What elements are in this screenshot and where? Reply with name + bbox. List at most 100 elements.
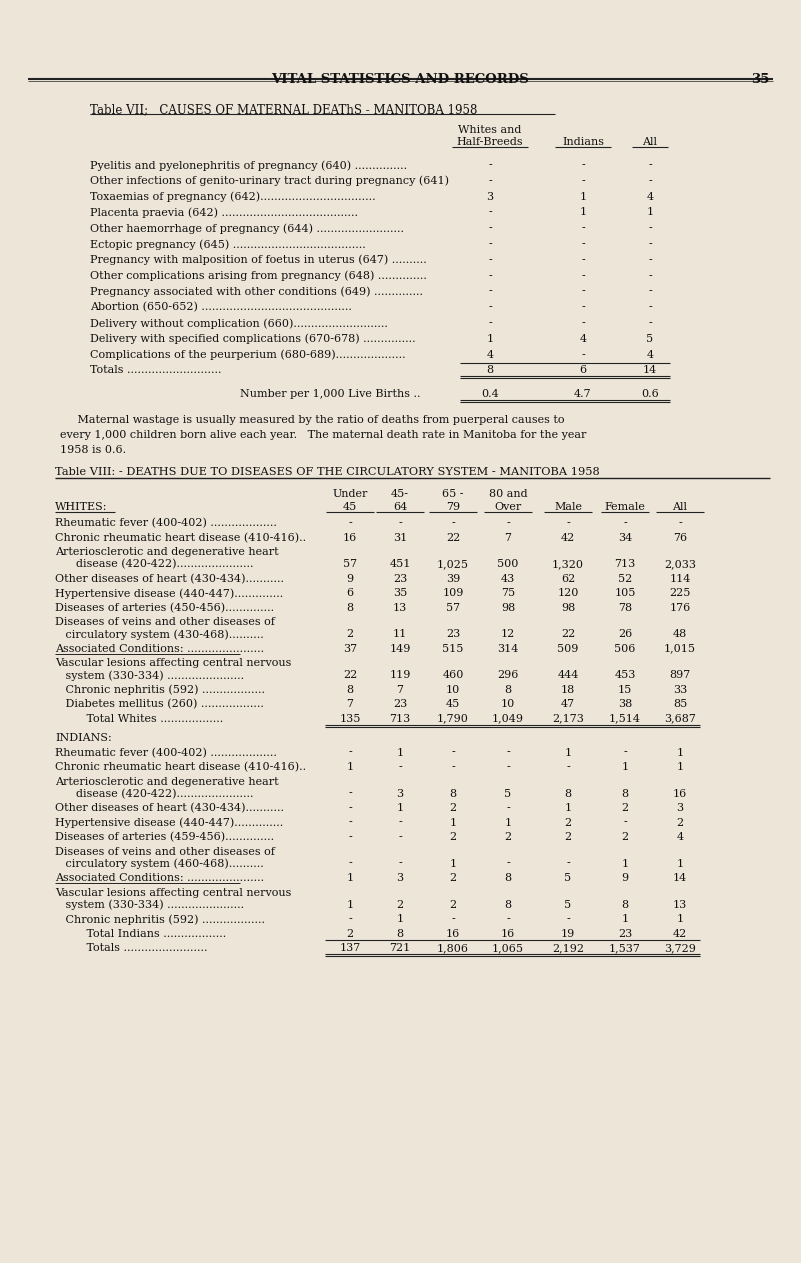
Text: 105: 105 [614,589,636,597]
Text: 3,729: 3,729 [664,943,696,954]
Text: -: - [348,859,352,869]
Text: 451: 451 [389,560,411,570]
Text: 1: 1 [676,748,683,758]
Text: 15: 15 [618,685,632,695]
Text: Other infections of genito-urinary tract during pregnancy (641): Other infections of genito-urinary tract… [90,176,449,187]
Text: -: - [581,350,585,360]
Text: -: - [648,239,652,249]
Text: Rheumatic fever (400-402) ...................: Rheumatic fever (400-402) ..............… [55,748,277,758]
Text: 713: 713 [389,714,411,724]
Text: 6: 6 [347,589,353,597]
Text: 1: 1 [396,803,404,813]
Text: 45: 45 [343,501,357,512]
Text: -: - [488,176,492,186]
Text: 34: 34 [618,533,632,543]
Text: 22: 22 [561,629,575,639]
Text: -: - [506,803,510,813]
Text: 18: 18 [561,685,575,695]
Text: -: - [648,302,652,312]
Text: 10: 10 [446,685,460,695]
Text: All: All [642,136,658,147]
Text: 43: 43 [501,573,515,584]
Text: 2: 2 [396,899,404,909]
Text: 1,015: 1,015 [664,644,696,653]
Text: 1: 1 [676,859,683,869]
Text: 2: 2 [676,817,683,827]
Text: Pregnancy with malposition of foetus in uterus (647) ..........: Pregnancy with malposition of foetus in … [90,255,427,265]
Text: 16: 16 [446,928,460,938]
Text: Diseases of veins and other diseases of: Diseases of veins and other diseases of [55,846,275,856]
Text: 1: 1 [449,859,457,869]
Text: 453: 453 [614,669,636,679]
Text: 14: 14 [643,365,657,375]
Text: 1,790: 1,790 [437,714,469,724]
Text: -: - [451,518,455,528]
Text: 4: 4 [646,192,654,202]
Text: Delivery with specified complications (670-678) ...............: Delivery with specified complications (6… [90,333,416,345]
Text: -: - [348,748,352,758]
Text: -: - [581,160,585,171]
Text: 1958 is 0.6.: 1958 is 0.6. [60,445,126,455]
Text: 23: 23 [392,698,407,709]
Text: 23: 23 [618,928,632,938]
Text: -: - [488,318,492,328]
Text: -: - [566,518,570,528]
Text: 6: 6 [579,365,586,375]
Text: 5: 5 [565,873,572,883]
Text: -: - [623,748,627,758]
Text: 2: 2 [565,832,572,842]
Text: 85: 85 [673,698,687,709]
Text: 8: 8 [347,602,353,613]
Text: -: - [348,914,352,925]
Text: Diseases of arteries (450-456)..............: Diseases of arteries (450-456)..........… [55,602,274,613]
Text: -: - [506,914,510,925]
Text: 76: 76 [673,533,687,543]
Text: -: - [348,518,352,528]
Text: 149: 149 [389,644,411,653]
Text: 11: 11 [392,629,407,639]
Text: Diseases of arteries (459-456)..............: Diseases of arteries (459-456)..........… [55,832,274,842]
Text: -: - [348,803,352,813]
Text: Female: Female [605,501,646,512]
Text: system (330-334) ......................: system (330-334) ...................... [55,899,244,911]
Text: 1,514: 1,514 [609,714,641,724]
Text: Number per 1,000 Live Births ..: Number per 1,000 Live Births .. [240,389,421,399]
Text: Hypertensive disease (440-447)..............: Hypertensive disease (440-447)..........… [55,589,284,599]
Text: 57: 57 [343,560,357,570]
Text: WHITES:: WHITES: [55,501,107,512]
Text: 16: 16 [673,788,687,798]
Text: -: - [488,302,492,312]
Text: -: - [451,762,455,772]
Text: 3: 3 [676,803,683,813]
Text: -: - [648,160,652,171]
Text: 1,025: 1,025 [437,560,469,570]
Text: 35: 35 [392,589,407,597]
Text: -: - [488,160,492,171]
Text: -: - [648,255,652,265]
Text: Male: Male [554,501,582,512]
Text: 47: 47 [561,698,575,709]
Text: -: - [488,255,492,265]
Text: Over: Over [494,501,521,512]
Text: -: - [648,224,652,234]
Text: circulatory system (460-468)..........: circulatory system (460-468).......... [55,859,264,869]
Text: 2,033: 2,033 [664,560,696,570]
Text: -: - [348,832,352,842]
Text: 9: 9 [622,873,629,883]
Text: 16: 16 [343,533,357,543]
Text: 1,065: 1,065 [492,943,524,954]
Text: 75: 75 [501,589,515,597]
Text: Pyelitis and pyelonephritis of pregnancy (640) ...............: Pyelitis and pyelonephritis of pregnancy… [90,160,407,171]
Text: Delivery without complication (660)...........................: Delivery without complication (660).....… [90,318,388,328]
Text: Chronic rheumatic heart disease (410-416)..: Chronic rheumatic heart disease (410-416… [55,762,306,772]
Text: 22: 22 [446,533,460,543]
Text: 225: 225 [670,589,690,597]
Text: 2: 2 [449,873,457,883]
Text: -: - [566,914,570,925]
Text: -: - [398,762,402,772]
Text: 460: 460 [442,669,464,679]
Text: -: - [506,748,510,758]
Text: 2,173: 2,173 [552,714,584,724]
Text: Placenta praevia (642) .......................................: Placenta praevia (642) .................… [90,207,358,218]
Text: INDIANS:: INDIANS: [55,733,112,743]
